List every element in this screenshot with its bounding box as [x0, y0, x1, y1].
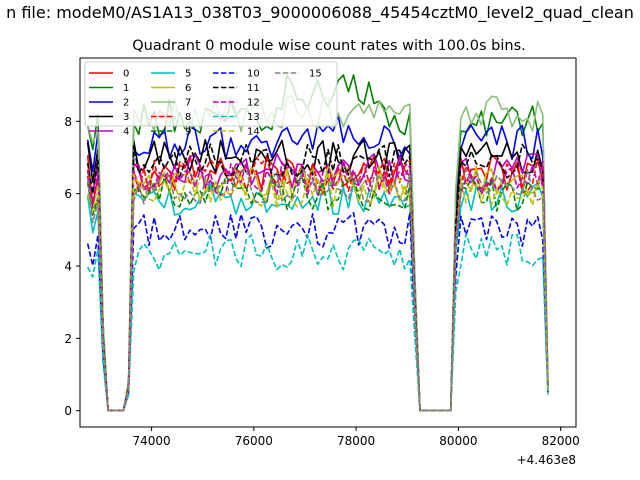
legend-label-11: 11: [247, 83, 260, 94]
legend-label-9: 9: [185, 127, 191, 138]
legend-label-1: 1: [123, 83, 129, 94]
x-offset-label: +4.463e8: [517, 453, 576, 467]
series-line-6: [86, 164, 549, 412]
legend-label-4: 4: [123, 127, 129, 138]
chart-title: Quadrant 0 module wise count rates with …: [132, 38, 526, 54]
legend-label-0: 0: [123, 69, 129, 80]
series-line-11: [86, 143, 549, 412]
y-tick-label-0: 0: [64, 404, 72, 418]
series-line-3: [86, 138, 549, 412]
series-line-15: [86, 167, 549, 412]
y-tick-label-2: 2: [64, 332, 72, 346]
series-line-14: [86, 171, 549, 412]
axes-frame: [79, 57, 577, 428]
axes: 74000 76000 78000 80000 82000 +4.463e8 0 2 4 6 8: [64, 57, 580, 467]
y-tick-label-8: 8: [64, 115, 72, 129]
y-tick-label-6: 6: [64, 187, 72, 201]
legend-box: [84, 61, 338, 127]
series-line-5: [86, 179, 549, 412]
legend-label-13: 13: [247, 112, 260, 123]
legend-label-7: 7: [185, 98, 191, 109]
plot-area: [86, 74, 549, 412]
legend-label-14: 14: [247, 127, 260, 138]
series-line-8: [86, 156, 549, 412]
legend-label-10: 10: [247, 69, 260, 80]
legend-label-8: 8: [185, 112, 191, 123]
legend-label-2: 2: [123, 98, 129, 109]
series-line-7: [86, 95, 549, 412]
legend-label-15: 15: [309, 69, 322, 80]
x-tick-label-78000: 78000: [337, 434, 375, 448]
legend-label-5: 5: [185, 69, 191, 80]
series-line-10: [86, 212, 549, 412]
series-line-13: [86, 233, 549, 412]
suptitle-container: n file: modeM0/AS1A13_038T03_9000006088_…: [0, 0, 640, 30]
x-tick-label-80000: 80000: [439, 434, 477, 448]
legend-label-3: 3: [123, 112, 129, 123]
legend-label-6: 6: [185, 83, 191, 94]
figure-suptitle: n file: modeM0/AS1A13_038T03_9000006088_…: [6, 3, 634, 22]
x-tick-label-74000: 74000: [132, 434, 170, 448]
y-tick-label-4: 4: [64, 260, 72, 274]
x-tick-label-76000: 76000: [235, 434, 273, 448]
series-line-12: [86, 160, 549, 412]
x-tick-label-82000: 82000: [542, 434, 580, 448]
series-line-9: [86, 175, 549, 412]
legend-label-12: 12: [247, 98, 260, 109]
